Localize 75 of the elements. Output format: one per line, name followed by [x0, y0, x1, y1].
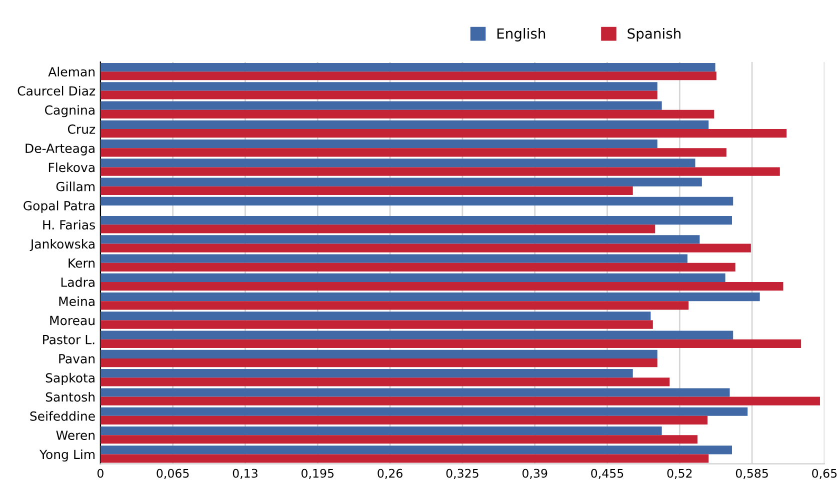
bar: [100, 139, 658, 148]
bar: [100, 167, 780, 176]
x-tick-label: 0,455: [591, 468, 624, 479]
bar: [100, 426, 662, 436]
bar: [100, 72, 716, 80]
bar: [100, 90, 658, 100]
y-tick-label: Cruz: [68, 124, 96, 134]
bar: [100, 196, 734, 206]
bar: [100, 110, 714, 118]
bar: [100, 178, 702, 186]
bar: [100, 435, 698, 444]
x-tick-label: 0,39: [522, 468, 548, 479]
bar: [100, 235, 700, 244]
x-tick-label: 0,585: [736, 468, 768, 479]
x-tick-label: 0,65: [812, 468, 837, 479]
x-tick-label: 0,065: [156, 468, 189, 479]
y-tick-label: Pastor L.: [43, 335, 94, 344]
y-tick-label: Ladra: [61, 277, 94, 287]
bar: [100, 216, 732, 225]
bar: [100, 312, 651, 320]
bar: [100, 339, 802, 348]
y-tick-label: Seifeddine: [30, 411, 95, 421]
y-tick-label: Caurcel Diaz: [18, 86, 96, 96]
y-tick-label: Kern: [68, 258, 95, 268]
y-tick-label: Gillam: [56, 182, 95, 192]
bar: [100, 292, 760, 302]
bar: [100, 369, 633, 378]
bar: [100, 186, 633, 195]
y-tick-label: Santosh: [46, 392, 95, 402]
bar: [100, 446, 732, 454]
y-tick-label: Jankowska: [30, 239, 94, 251]
bar: [100, 101, 662, 110]
bar: [100, 244, 751, 252]
x-tick-label: 0,26: [378, 468, 402, 479]
bar: [100, 378, 670, 386]
bar: [100, 120, 709, 129]
y-tick-label: Moreau: [50, 316, 94, 326]
y-tick-label: Cagnina: [44, 105, 94, 118]
bar: [100, 388, 730, 397]
x-tick-label: 0,325: [446, 468, 478, 479]
bar: [100, 82, 658, 91]
bar: [100, 282, 784, 291]
bar: [100, 254, 688, 263]
bar: [100, 273, 726, 282]
x-tick-label: 0,195: [302, 468, 334, 479]
bar: [100, 128, 787, 138]
x-tick-label: 0,52: [667, 468, 692, 479]
x-tick-label: 0: [97, 468, 104, 478]
bar: [100, 301, 689, 310]
legend-label: English: [497, 28, 546, 42]
y-tick-label: Yong Lim: [39, 449, 95, 462]
bar: [100, 407, 748, 416]
y-tick-label: Meina: [59, 296, 94, 306]
y-tick-label: Pavan: [59, 354, 95, 364]
y-tick-label: De-Arteaga: [26, 144, 94, 156]
bar: [100, 330, 734, 340]
bar: [100, 358, 658, 368]
x-tick-label: 0,13: [232, 468, 258, 479]
y-tick-label: Flekova: [48, 162, 94, 172]
y-tick-label: Gopal Patra: [24, 200, 94, 213]
y-tick-label: Aleman: [48, 66, 95, 76]
bar: [100, 62, 716, 72]
bar: [100, 224, 656, 234]
bar: [100, 454, 709, 463]
bar: [100, 262, 736, 272]
bar: [100, 320, 653, 329]
y-tick-label: Sapkota: [46, 372, 94, 386]
bar: [100, 416, 708, 425]
y-tick-label: Weren: [56, 430, 95, 440]
legend-label: Spanish: [628, 28, 680, 42]
y-tick-label: H. Farias: [43, 220, 95, 230]
bar: [100, 148, 726, 157]
bar: [100, 158, 696, 168]
bar: [100, 396, 820, 406]
bar: [100, 350, 658, 359]
